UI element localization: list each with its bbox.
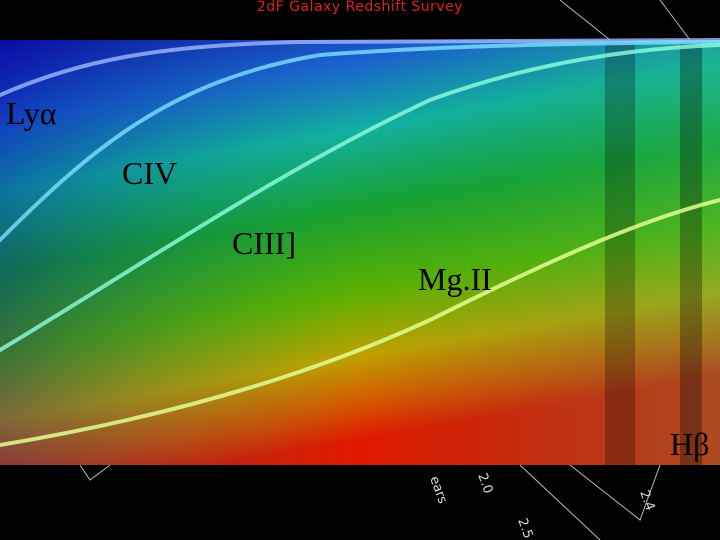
spectrum-tint xyxy=(0,40,720,465)
line-label: Mg.II xyxy=(418,261,492,297)
track xyxy=(0,40,720,242)
dark-band xyxy=(680,40,702,465)
dark-band xyxy=(605,40,635,465)
line-label: Hβ xyxy=(670,426,709,462)
line-label: CIII] xyxy=(232,225,296,261)
track xyxy=(0,38,720,97)
title: 2dF Galaxy Redshift Survey xyxy=(257,0,463,15)
background-diagram xyxy=(79,0,691,540)
line-label: Lyα xyxy=(6,95,57,131)
emission-tracks xyxy=(0,38,720,447)
diagram-fragment: 2.5 xyxy=(514,516,535,540)
diagram-fragment: 2.4 xyxy=(636,488,657,513)
diagram-fragment: 2.0 xyxy=(474,471,495,496)
track xyxy=(0,43,720,352)
line-label: CIV xyxy=(122,155,177,191)
track xyxy=(0,198,720,447)
diagram-fragment: ears xyxy=(426,474,450,506)
